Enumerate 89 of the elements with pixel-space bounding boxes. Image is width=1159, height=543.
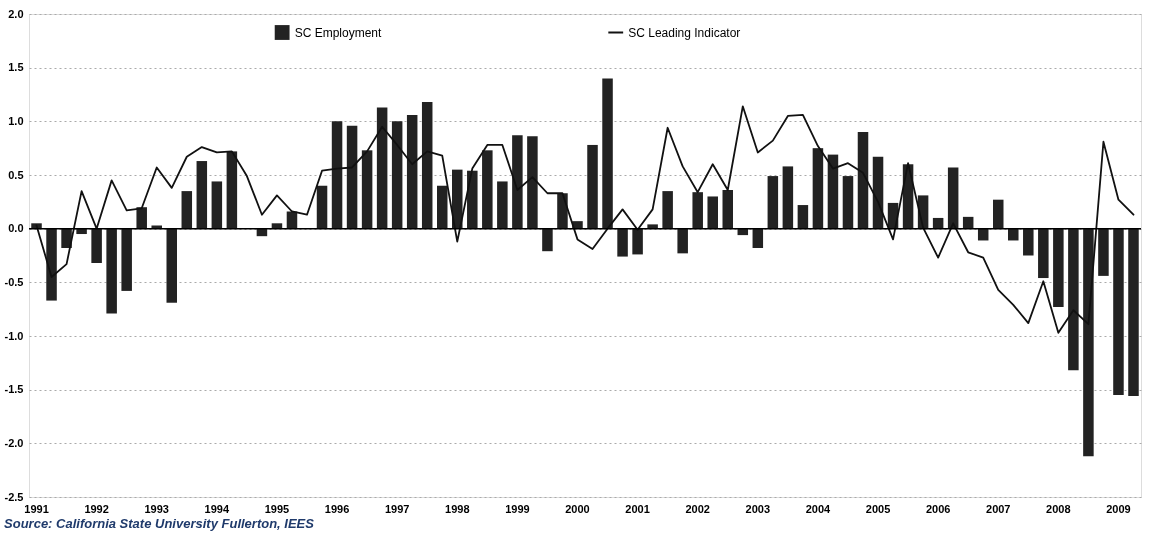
x-tick-label: 1995 [264,502,290,515]
bar [181,191,193,229]
bar [436,185,448,229]
bar [632,228,643,255]
bar [452,169,463,229]
x-tick-label: 1992 [84,502,109,515]
bar [512,135,523,229]
x-tick-label: 1994 [204,502,230,515]
x-tick-label: 1998 [445,502,470,515]
bar [1008,228,1019,241]
x-tick-label: 1993 [144,502,169,515]
bar [61,228,72,248]
y-tick-label: -0.5 [4,275,24,288]
x-tick-label: 2001 [625,502,650,515]
x-tick-label: 1991 [24,502,49,515]
bar [662,191,673,229]
bar [812,148,824,229]
y-tick-label: 1.0 [8,114,24,127]
bar [617,228,628,257]
x-tick-label: 2003 [745,502,771,515]
x-tick-label: 1996 [324,502,350,515]
bar [331,121,343,229]
bar [527,136,538,229]
bar [421,102,433,229]
bar [587,144,598,229]
bar [767,176,779,229]
legend-label: SC Employment [294,25,382,40]
x-tick-label: 2007 [986,502,1011,515]
bar [391,121,403,229]
legend-label: SC Leading Indicator [628,25,741,40]
bar [361,150,373,229]
bar [346,125,358,229]
x-tick-label: 1999 [505,502,530,515]
bar [1053,228,1064,308]
line-series [35,105,1135,334]
bar [722,190,734,229]
x-tick-label: 1997 [384,502,410,515]
x-tick-label: 2002 [685,502,710,515]
y-tick-label: 0.0 [8,222,24,235]
x-tick-label: 2000 [565,502,590,515]
x-tick-label: 2006 [925,502,951,515]
x-tick-label: 2004 [805,502,832,515]
bar [542,228,553,252]
bar [497,181,508,229]
bar [857,132,869,229]
bar [196,161,208,229]
bar [1113,228,1124,396]
bar [226,151,238,229]
bar [211,181,223,229]
bar [406,114,418,229]
bar [106,228,117,314]
y-tick-label: -1.0 [4,329,24,342]
bar [1083,228,1094,457]
x-tick-label: 2005 [865,502,891,515]
bar [797,205,809,229]
source-note: Source: California State University Fullerton, IEES [4,516,315,531]
bar [842,176,854,229]
bar [316,185,328,229]
x-tick-label: 2008 [1046,502,1071,515]
bar [1128,228,1139,397]
bar [1098,228,1109,276]
bar [76,228,87,235]
bar [602,78,613,229]
bar [1023,228,1034,256]
bar [482,150,493,229]
bar [136,207,147,229]
y-tick-label: -2.0 [4,436,24,449]
y-tick-label: -2.5 [4,490,24,503]
y-tick-label: 0.5 [8,168,24,181]
y-tick-label: 1.5 [8,61,24,74]
bar [121,228,132,291]
x-tick-label: 2009 [1106,502,1131,515]
bar [947,167,959,229]
bar [782,166,794,229]
bar [46,228,57,301]
bar [1038,228,1049,279]
bar [166,228,178,303]
bar [1068,228,1079,371]
bar [91,228,102,264]
bar [827,154,839,229]
bar [752,228,764,248]
y-tick-label: -1.5 [4,383,24,396]
bar [376,107,388,229]
y-tick-label: 2.0 [8,7,24,20]
bar [707,196,718,229]
bar [692,192,703,229]
bar [677,228,688,254]
bar [467,170,478,229]
bar [992,199,1004,229]
